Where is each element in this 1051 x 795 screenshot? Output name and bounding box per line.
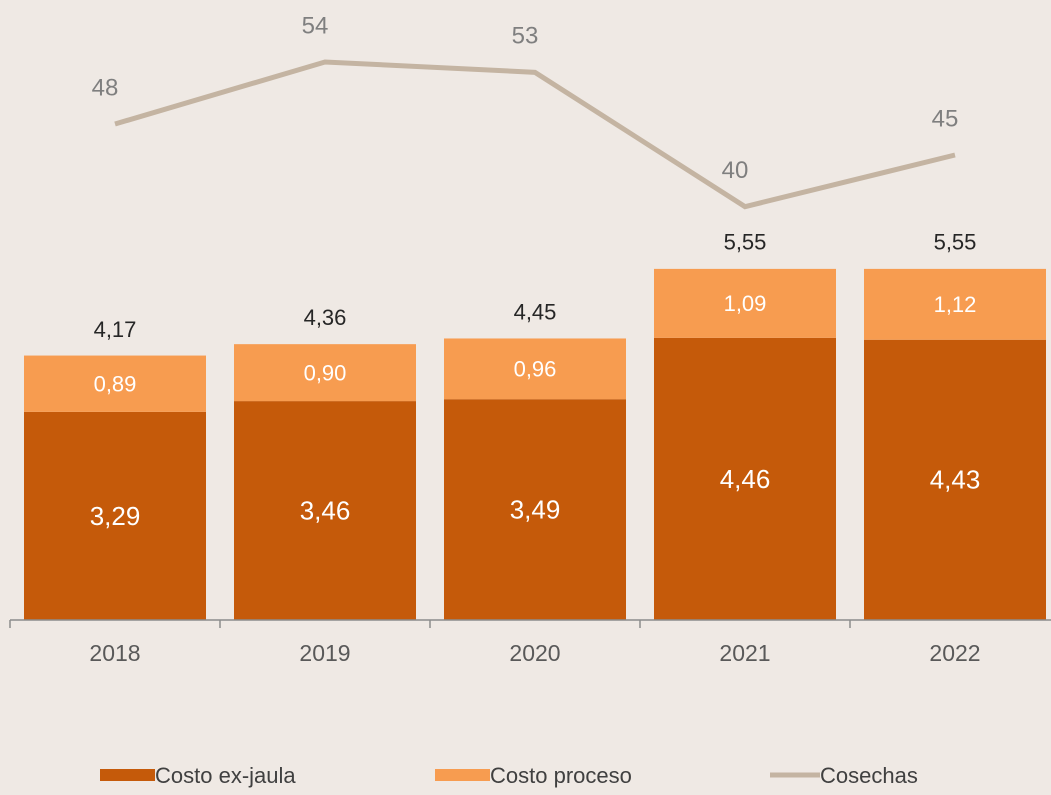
x-tick-label: 2021 — [719, 640, 770, 666]
value-label: 1,12 — [934, 292, 977, 317]
line-label: 40 — [722, 157, 749, 184]
line — [114, 59, 956, 210]
value-label: 3,49 — [510, 494, 561, 524]
bar-segment — [444, 338, 626, 400]
value-label: 3,29 — [90, 501, 141, 531]
value-label: 3,46 — [300, 495, 351, 525]
legend-swatch — [100, 769, 155, 781]
total-label: 4,45 — [514, 299, 557, 324]
total-label: 4,17 — [94, 317, 137, 342]
value-label: 4,46 — [720, 464, 771, 494]
total-label: 4,36 — [304, 305, 347, 330]
value-label: 0,96 — [514, 357, 557, 382]
legend-label: Costo proceso — [490, 763, 632, 788]
value-label: 4,43 — [930, 465, 981, 495]
line-label: 53 — [512, 23, 539, 50]
bar-segment — [654, 337, 836, 620]
line-label: 45 — [932, 105, 959, 132]
legend-label: Costo ex-jaula — [155, 763, 296, 788]
bar-segment — [234, 401, 416, 620]
value-label: 0,90 — [304, 360, 347, 385]
total-label: 5,55 — [724, 230, 767, 255]
line-label: 48 — [92, 74, 119, 101]
x-tick-label: 2019 — [299, 640, 350, 666]
line-label: 54 — [302, 12, 329, 39]
x-tick-label: 2020 — [509, 640, 560, 666]
bar-segment — [444, 399, 626, 620]
value-label: 0,89 — [94, 372, 137, 397]
bar-segment — [864, 268, 1046, 340]
total-label: 5,55 — [934, 230, 977, 255]
bar-segment — [654, 268, 836, 338]
value-label: 1,09 — [724, 291, 767, 316]
legend-label: Cosechas — [820, 763, 918, 788]
x-tick-label: 2018 — [89, 640, 140, 666]
legend-swatch — [435, 769, 490, 781]
bar-segment — [234, 344, 416, 402]
bar-segment — [24, 411, 206, 620]
x-tick-label: 2022 — [929, 640, 980, 666]
bar-segment — [864, 339, 1046, 620]
bar-segment — [24, 355, 206, 412]
